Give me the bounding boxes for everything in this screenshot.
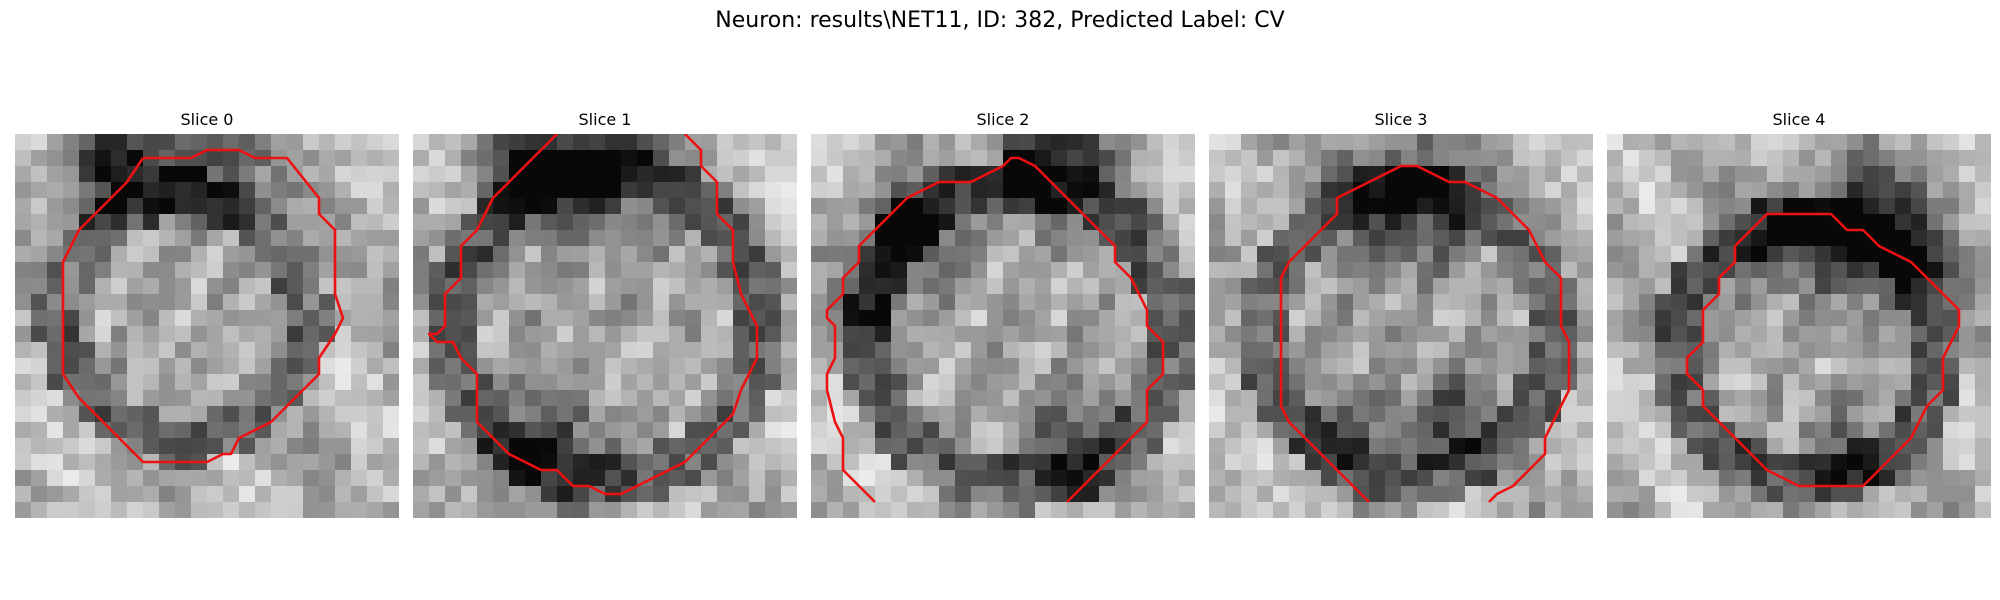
slice-panel-0: Slice 0 bbox=[15, 110, 399, 522]
slice-panel-1: Slice 1 bbox=[413, 110, 797, 522]
slice-image bbox=[1209, 134, 1593, 518]
pixel-grid bbox=[15, 134, 399, 518]
pixel-grid bbox=[413, 134, 797, 518]
segmentation-contour bbox=[427, 134, 759, 496]
pixel-grid bbox=[1209, 134, 1593, 518]
slice-image bbox=[15, 134, 399, 518]
slice-title: Slice 4 bbox=[1772, 110, 1826, 129]
slice-panel-3: Slice 3 bbox=[1209, 110, 1593, 522]
pixel-grid bbox=[811, 134, 1195, 518]
slice-panel-2: Slice 2 bbox=[811, 110, 1195, 522]
segmentation-contour bbox=[1279, 164, 1571, 503]
slice-title: Slice 3 bbox=[1374, 110, 1428, 129]
pixel-grid bbox=[1607, 134, 1991, 518]
slice-title: Slice 1 bbox=[578, 110, 632, 129]
segmentation-contour bbox=[61, 148, 345, 464]
segmentation-contour bbox=[825, 156, 1165, 503]
slice-panel-4: Slice 4 bbox=[1607, 110, 1991, 522]
figure-title: Neuron: results\NET11, ID: 382, Predicte… bbox=[715, 8, 1285, 33]
slice-image bbox=[413, 134, 797, 518]
slice-image bbox=[811, 134, 1195, 518]
slice-title: Slice 2 bbox=[976, 110, 1030, 129]
slice-image bbox=[1607, 134, 1991, 518]
segmentation-contour bbox=[1685, 212, 1961, 488]
slice-title: Slice 0 bbox=[180, 110, 234, 129]
